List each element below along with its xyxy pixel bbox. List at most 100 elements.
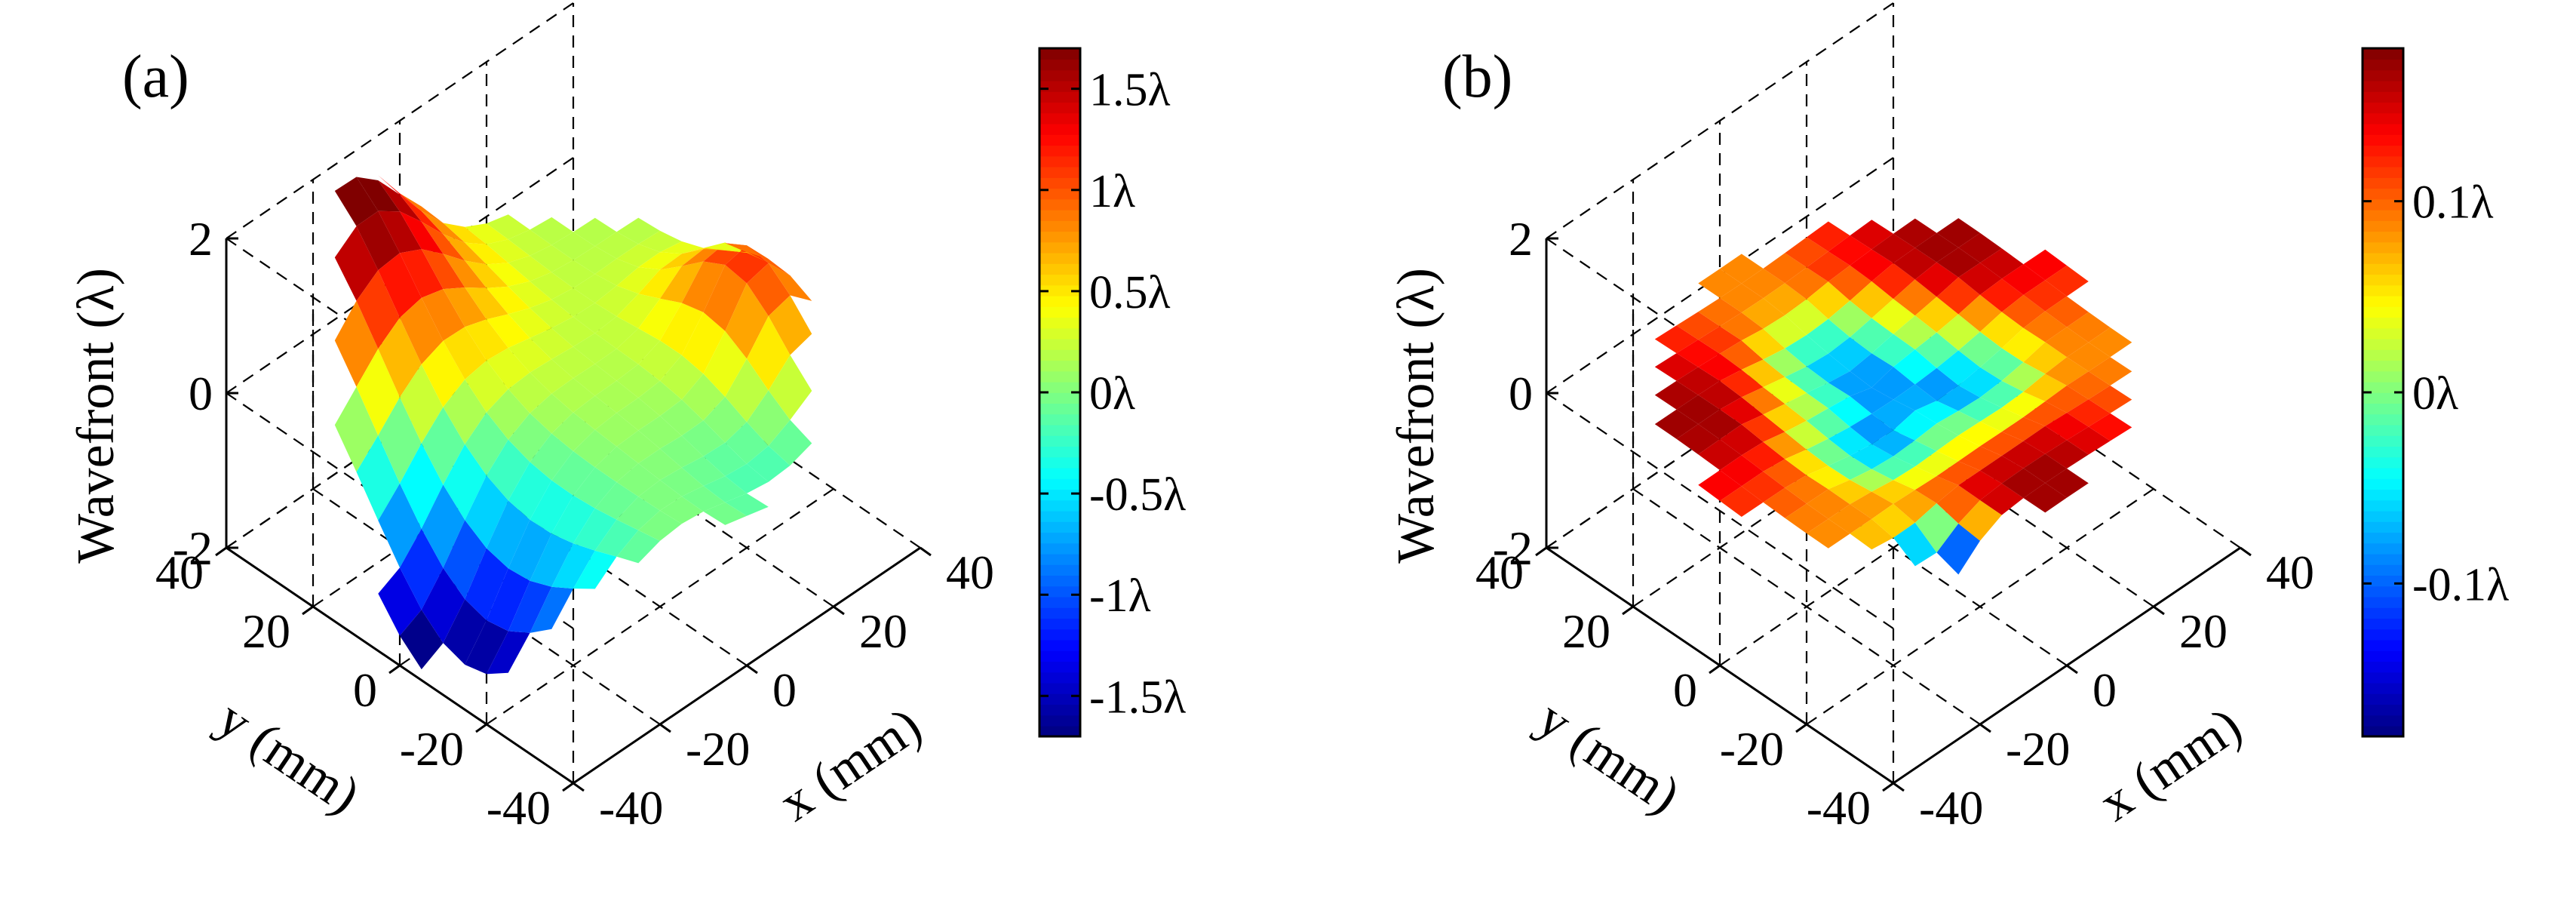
surface-patch <box>638 230 682 253</box>
surface-patch <box>1980 312 2024 349</box>
surface-patch <box>1720 312 1764 341</box>
surface-patch <box>443 327 487 380</box>
surface-patch <box>356 177 400 212</box>
surface-patch <box>681 420 726 456</box>
surface-patch <box>443 287 487 327</box>
surface-patch <box>1741 414 1785 442</box>
surface-patch <box>465 260 508 288</box>
surface-patch <box>1850 318 1893 354</box>
surface-patch <box>1828 235 1872 266</box>
surface-patch <box>1958 331 2002 367</box>
surface-patch <box>573 395 617 430</box>
surface-patch <box>400 443 444 529</box>
surface-patch <box>530 300 573 328</box>
surface-patch <box>1914 476 1959 503</box>
surface-patch <box>616 267 660 294</box>
y-tick-label: 20 <box>1562 604 1610 658</box>
surface-patch <box>443 444 487 521</box>
x-tick-label: -20 <box>2006 722 2070 776</box>
surface-patch <box>465 287 508 320</box>
y-tick-label: -20 <box>400 722 464 776</box>
surface-patch <box>1828 396 1872 427</box>
x-tick-label: 0 <box>2092 663 2117 717</box>
surface-patch <box>487 568 530 632</box>
surface-patch <box>487 389 530 440</box>
surface-patch <box>1828 426 1872 456</box>
surface-patch <box>1807 281 1850 319</box>
x-tick-label: 0 <box>772 663 797 717</box>
surface-patch <box>465 242 508 265</box>
y-tick-label: 0 <box>353 663 377 717</box>
x-axis-title: x (mm) <box>2089 696 2252 832</box>
surface-patch <box>551 495 595 544</box>
surface-patch <box>725 243 769 260</box>
surface-patch <box>1741 387 1785 415</box>
surface-patch <box>1807 383 1850 409</box>
surface-patch <box>1914 262 1959 297</box>
y-tick-label: 20 <box>242 604 290 658</box>
surface-patch <box>1893 522 1937 567</box>
surface-patch <box>1763 283 1807 315</box>
surface-patch <box>1850 491 1893 519</box>
surface-patch <box>2088 327 2132 358</box>
surface-patch <box>2001 392 2046 417</box>
surface-patch <box>2023 342 2067 374</box>
surface-patch <box>530 480 573 534</box>
surface-patch <box>356 270 400 349</box>
surface-patch <box>660 303 704 355</box>
surface-patch <box>1936 485 1980 524</box>
surface-patch <box>1807 251 1850 282</box>
surface-patch <box>1785 420 1828 450</box>
surface-patch <box>1958 294 2002 332</box>
surface-patch <box>356 211 400 271</box>
surface-patch <box>1958 397 2002 422</box>
surface-patch <box>1871 333 1915 367</box>
surface-patch <box>1980 432 2024 456</box>
surface-patch <box>1785 335 1828 367</box>
surface-patch <box>1698 380 1742 410</box>
surface-patch <box>1871 399 1915 431</box>
z-tick-label: 0 <box>1509 367 1533 420</box>
colorbar-tick-label: 0.1λ <box>2412 177 2494 229</box>
surface-patch <box>1914 367 1959 401</box>
surface-patch <box>487 263 530 287</box>
surface-patch <box>1893 410 1937 441</box>
y-tick-label: -40 <box>1807 781 1871 834</box>
surface-patch <box>1785 299 1828 335</box>
surface-patch <box>1698 326 1742 354</box>
surface-patch <box>1893 349 1937 385</box>
surface-patch <box>616 463 660 497</box>
surface-patch <box>1741 471 1785 502</box>
surface-patch <box>1698 439 1742 471</box>
surface-patch <box>1741 328 1785 360</box>
surface-patch <box>2001 416 2046 441</box>
surface-patch <box>660 399 704 436</box>
surface-patch <box>1871 456 1915 481</box>
surface-patch <box>421 221 465 261</box>
surface-patch <box>594 232 639 259</box>
surface-patch <box>1871 233 1915 263</box>
surface-patch <box>1720 254 1764 284</box>
surface-patch <box>1871 367 1915 400</box>
surface-patch <box>2067 399 2111 427</box>
y-tick-label: 40 <box>1475 546 1524 599</box>
surface-patch <box>703 502 747 525</box>
surface-patch <box>551 316 595 347</box>
surface-patch <box>638 448 682 481</box>
surface-patch <box>1980 407 2024 432</box>
surface-patch <box>594 413 639 447</box>
surface-patch <box>1980 380 2024 408</box>
surface-patch <box>378 483 422 568</box>
surface-patch <box>573 467 617 509</box>
surface-patch <box>465 223 508 244</box>
surface-patch <box>1828 371 1872 397</box>
surface-patch <box>573 550 617 589</box>
surface-patch <box>443 599 487 665</box>
surface-patch <box>1720 397 1764 425</box>
x-tick-label: -40 <box>599 781 663 834</box>
surface-patch <box>1763 315 1807 349</box>
surface-patch <box>1980 348 2024 381</box>
surface-patch <box>1807 518 1850 549</box>
